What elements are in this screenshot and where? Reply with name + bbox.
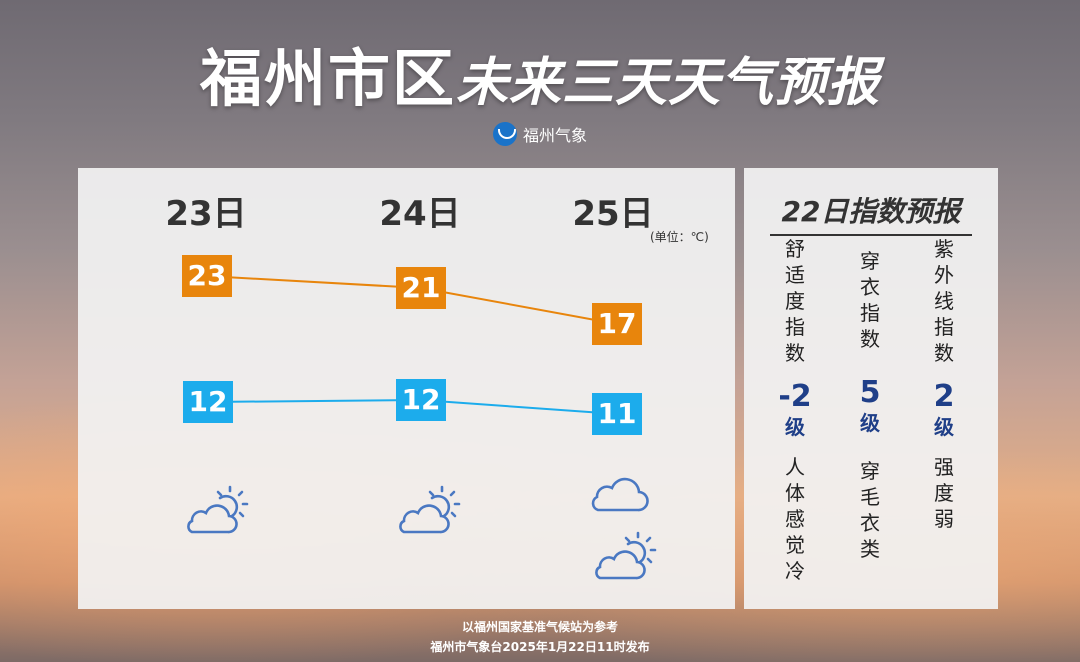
index-level-unit: 级 xyxy=(934,415,954,439)
brand: 福州气象 xyxy=(0,122,1080,146)
index-description: 强度弱 xyxy=(934,455,954,531)
day-1-date: 23日 xyxy=(165,194,247,234)
high-temp-day-1: 23 xyxy=(182,255,232,297)
high-line-1 xyxy=(206,275,422,289)
index-name: 紫外线指数 xyxy=(934,237,954,365)
low-temp-day-3: 11 xyxy=(592,393,642,435)
footer-reference: 以福州国家基准气候站为参考 xyxy=(461,620,618,634)
index-description: 人体感觉冷 xyxy=(785,455,805,583)
brand-name: 福州气象 xyxy=(522,126,587,145)
page-title: 福州市区未来三天天气预报 xyxy=(0,28,1080,118)
title-city: 福州市区 xyxy=(199,42,456,115)
index-title: 22日指数预报 xyxy=(744,190,998,236)
title-rest: 未来三天天气预报 xyxy=(456,53,881,113)
cloudy-icon xyxy=(591,477,649,512)
fuzhou-weather-logo-icon xyxy=(492,122,517,146)
index-column-uv: 紫外线指数 2 级 强度弱 xyxy=(924,236,964,532)
index-level: -2 xyxy=(778,379,812,414)
index-level: 5 xyxy=(859,375,881,410)
index-level-unit: 级 xyxy=(785,415,805,439)
index-name: 舒适度指数 xyxy=(785,237,805,365)
index-name: 穿衣指数 xyxy=(860,249,880,351)
unit-label: (单位：℃) xyxy=(650,230,709,244)
low-line-2 xyxy=(420,399,618,415)
index-column-comfort: 舒适度指数 -2 级 人体感觉冷 xyxy=(775,236,815,584)
partly-cloudy-icon xyxy=(399,485,461,534)
index-column-clothing: 穿衣指数 5 级 穿毛衣类 xyxy=(850,248,890,562)
day-2-date: 24日 xyxy=(379,194,461,234)
index-level-unit: 级 xyxy=(860,411,880,435)
index-panel xyxy=(744,168,998,609)
footer-issued: 福州市气象台2025年1月22日11时发布 xyxy=(430,640,650,654)
high-line-2 xyxy=(420,287,618,325)
index-description: 穿毛衣类 xyxy=(860,459,880,561)
partly-cloudy-icon xyxy=(595,531,657,580)
partly-cloudy-icon xyxy=(187,485,249,534)
high-temp-day-2: 21 xyxy=(396,267,446,309)
low-temp-day-2: 12 xyxy=(396,379,446,421)
high-temp-day-3: 17 xyxy=(592,303,642,345)
low-line-1 xyxy=(207,399,422,403)
low-temp-day-1: 12 xyxy=(183,381,233,423)
index-level: 2 xyxy=(933,379,955,414)
day-3-date: 25日 xyxy=(572,194,654,234)
